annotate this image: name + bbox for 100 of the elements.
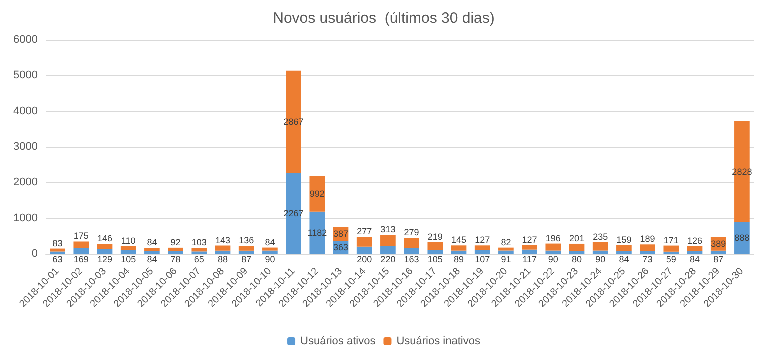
- data-label: 91: [501, 254, 512, 264]
- data-label: 82: [501, 237, 512, 248]
- bar: [215, 250, 231, 254]
- bar: [498, 248, 514, 251]
- data-label: 136: [239, 236, 254, 246]
- data-label: 84: [147, 254, 158, 264]
- bar: [498, 250, 514, 254]
- bar: [592, 242, 608, 251]
- y-tick-label: 2000: [14, 176, 38, 189]
- y-tick-label: 4000: [14, 105, 38, 118]
- legend-label: Usuários inativos: [396, 336, 481, 348]
- bar: [687, 251, 703, 254]
- y-tick-label: 1000: [14, 212, 38, 224]
- bar: [168, 248, 184, 252]
- data-label: 127: [522, 234, 538, 245]
- bar: [522, 250, 538, 254]
- y-tick-label: 6000: [14, 34, 38, 46]
- bar: [451, 246, 467, 251]
- bar: [310, 176, 326, 212]
- bar: [215, 246, 231, 251]
- data-label: 90: [548, 254, 558, 264]
- bar: [144, 248, 160, 252]
- y-tick-label: 5000: [14, 70, 38, 82]
- y-tick-label: 3000: [14, 141, 38, 153]
- bar: [687, 246, 703, 252]
- data-label: 389: [711, 238, 726, 249]
- data-label: 90: [596, 254, 606, 264]
- chart-title: Novos usuários (últimos 30 dias): [273, 10, 495, 27]
- data-label: 313: [380, 224, 396, 234]
- bar: [710, 250, 726, 254]
- data-label: 84: [265, 237, 276, 248]
- data-label: 105: [428, 254, 443, 264]
- bar: [546, 250, 562, 254]
- bar: [569, 244, 585, 252]
- bar: [664, 246, 680, 252]
- bar: [286, 70, 302, 174]
- bar: [356, 246, 372, 254]
- bar: [474, 250, 490, 254]
- bar: [616, 245, 632, 252]
- data-label: 387: [333, 229, 349, 240]
- data-label: 169: [74, 254, 89, 264]
- data-label: 90: [265, 254, 276, 264]
- data-label: 103: [192, 238, 207, 248]
- bar: [168, 251, 184, 254]
- bar: [380, 246, 396, 254]
- bar: [144, 251, 160, 254]
- bar: [404, 248, 420, 254]
- data-label: 59: [666, 254, 676, 264]
- bar: [522, 245, 538, 250]
- data-label: 87: [242, 254, 252, 264]
- data-label: 84: [690, 254, 700, 264]
- data-label: 201: [569, 233, 585, 244]
- data-label: 189: [640, 234, 656, 244]
- bar: [74, 248, 90, 254]
- data-label: 127: [475, 235, 490, 246]
- data-label: 117: [522, 254, 537, 264]
- data-label: 87: [714, 254, 724, 264]
- bar: [262, 248, 278, 251]
- bar: [97, 244, 113, 250]
- data-label: 80: [572, 254, 582, 264]
- data-label: 146: [97, 234, 113, 244]
- data-label: 143: [215, 235, 231, 246]
- data-label: 992: [310, 189, 325, 200]
- bar: [734, 121, 750, 222]
- data-label: 107: [475, 254, 490, 264]
- data-label: 145: [451, 235, 467, 246]
- bar: [592, 250, 608, 254]
- data-label: 219: [428, 232, 443, 242]
- bar: [404, 238, 420, 248]
- bar: [616, 251, 632, 254]
- data-label: 159: [616, 234, 632, 245]
- bar: [356, 236, 372, 247]
- bar: [428, 250, 444, 254]
- bar: [640, 251, 656, 254]
- data-label: 277: [357, 226, 372, 236]
- data-label: 65: [194, 254, 204, 264]
- bar: [428, 242, 444, 250]
- bar: [120, 250, 136, 254]
- bar: [120, 246, 136, 250]
- data-label: 129: [97, 254, 113, 264]
- bar: [238, 250, 254, 254]
- bar: [569, 251, 585, 254]
- data-label: 83: [52, 238, 63, 248]
- data-label: 163: [404, 254, 420, 264]
- data-label: 92: [170, 237, 181, 248]
- bar: [451, 250, 467, 254]
- data-label: 110: [121, 236, 136, 246]
- y-tick-label: 0: [32, 248, 38, 260]
- bar: [474, 246, 490, 250]
- data-label: 363: [333, 242, 349, 253]
- data-label: 235: [593, 232, 608, 242]
- bar: [640, 244, 656, 252]
- bar: [74, 242, 90, 248]
- data-label: 126: [687, 236, 703, 246]
- bar: [97, 249, 113, 254]
- data-label: 279: [404, 228, 420, 238]
- data-label: 89: [454, 254, 464, 264]
- data-label: 171: [664, 235, 679, 246]
- bar: [262, 250, 278, 254]
- data-label: 888: [734, 233, 750, 244]
